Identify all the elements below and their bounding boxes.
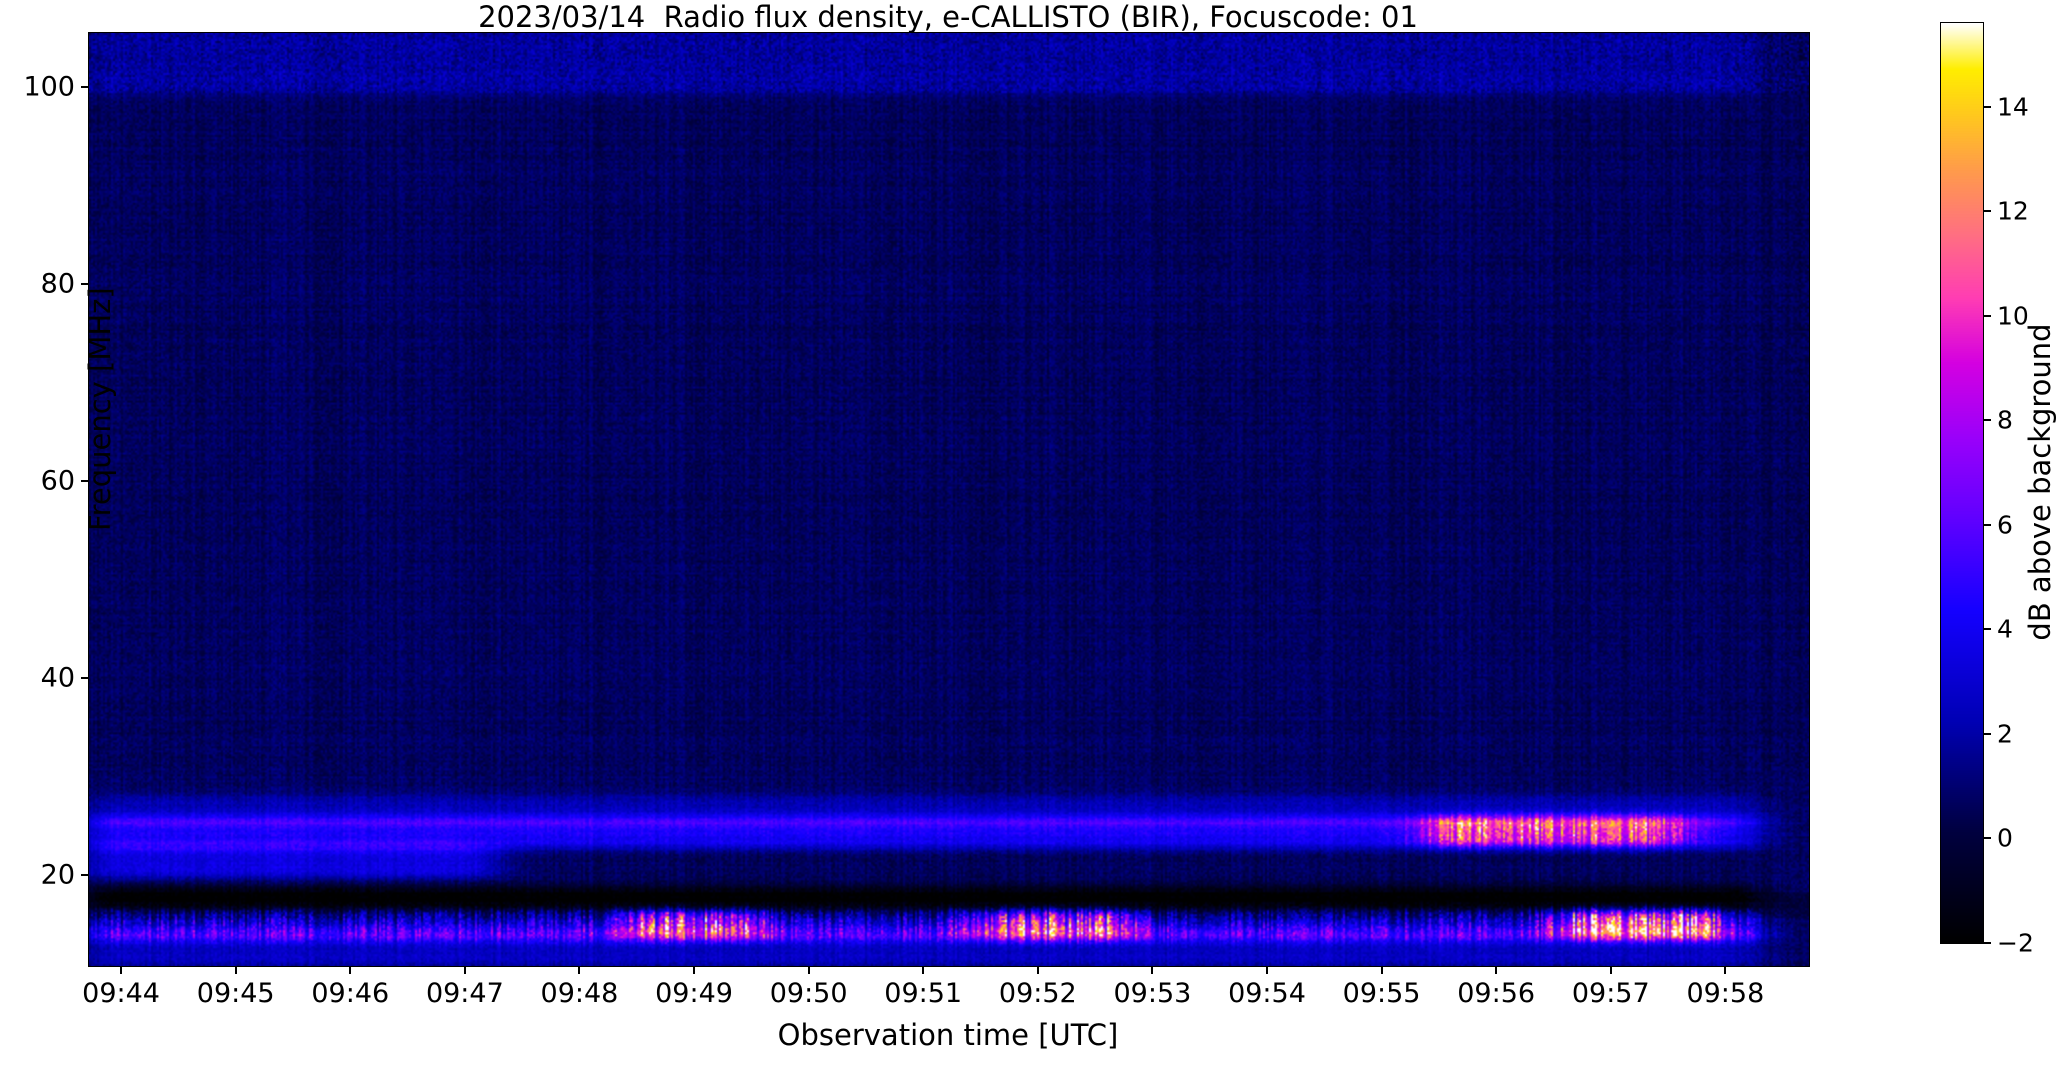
x-tick-label: 09:51 (884, 978, 963, 1009)
colorbar-tick-mark (1983, 419, 1991, 422)
x-tick-mark (120, 966, 123, 974)
x-tick-label: 09:45 (196, 978, 275, 1009)
x-tick-mark (463, 966, 466, 974)
x-tick-mark (1151, 966, 1154, 974)
x-tick-mark (1609, 966, 1612, 974)
colorbar-tick-label: 10 (1997, 301, 2029, 331)
colorbar-tick-label: 8 (1997, 405, 2013, 435)
colorbar-tick-mark (1983, 732, 1991, 735)
y-tick-mark (81, 677, 89, 680)
x-tick-label: 09:49 (655, 978, 733, 1009)
x-tick-mark (1495, 966, 1498, 974)
y-tick-label: 60 (40, 465, 75, 497)
x-tick-label: 09:56 (1457, 978, 1536, 1009)
x-axis-label: Observation time [UTC] (777, 1018, 1119, 1052)
colorbar-tick-mark (1983, 837, 1991, 840)
x-tick-label: 09:58 (1686, 978, 1765, 1009)
x-tick-mark (922, 966, 925, 974)
colorbar-tick-mark (1983, 314, 1991, 317)
x-tick-mark (1036, 966, 1039, 974)
x-tick-label: 09:52 (998, 978, 1077, 1009)
x-tick-label: 09:46 (311, 978, 390, 1009)
y-tick-mark (81, 480, 89, 483)
y-axis-label: Frequency [MHz] (83, 287, 117, 531)
x-tick-mark (234, 966, 237, 974)
page-title: 2023/03/14 Radio flux density, e-CALLIST… (478, 0, 1418, 34)
x-tick-mark (578, 966, 581, 974)
y-tick-label: 100 (23, 71, 75, 103)
colorbar-tick-mark (1983, 105, 1991, 108)
x-tick-label: 09:54 (1228, 978, 1306, 1009)
y-tick-label: 40 (40, 662, 75, 694)
x-tick-label: 09:48 (540, 978, 619, 1009)
colorbar-gradient (1941, 23, 1983, 943)
colorbar-tick-label: 4 (1997, 614, 2013, 644)
x-tick-mark (1724, 966, 1727, 974)
x-tick-mark (693, 966, 696, 974)
colorbar[interactable]: 14 12 10 8 6 4 2 0 −2 (1940, 22, 2034, 958)
colorbar-tick-label: 0 (1997, 823, 2013, 853)
y-tick-mark (81, 283, 89, 286)
x-tick-label: 09:44 (82, 978, 160, 1009)
x-tick-label: 09:57 (1571, 978, 1650, 1009)
x-tick-label: 09:50 (769, 978, 848, 1009)
y-tick-mark (81, 874, 89, 877)
colorbar-tick-label: −2 (1997, 928, 2034, 958)
x-tick-label: 09:53 (1113, 978, 1192, 1009)
colorbar-label: dB above background (2023, 323, 2057, 641)
x-tick-mark (1380, 966, 1383, 974)
colorbar-tick-mark (1983, 628, 1991, 631)
colorbar-tick-label: 14 (1997, 92, 2029, 122)
colorbar-tick-mark (1983, 523, 1991, 526)
x-tick-mark (1265, 966, 1268, 974)
colorbar-tick-mark (1983, 210, 1991, 213)
x-tick-label: 09:55 (1342, 978, 1421, 1009)
spectrogram-plot-area[interactable]: 100 80 60 40 20 09:44 09:45 09:46 09:47 09:48 09:… (23, 32, 1810, 1009)
colorbar-tick-label: 12 (1997, 196, 2029, 226)
colorbar-tick-label: 6 (1997, 510, 2013, 540)
colorbar-tick-label: 2 (1997, 719, 2013, 749)
y-tick-label: 20 (40, 859, 75, 891)
spectrogram-image (89, 33, 1809, 966)
x-tick-mark (349, 966, 352, 974)
x-tick-label: 09:47 (425, 978, 504, 1009)
y-tick-label: 80 (40, 268, 75, 300)
x-tick-mark (807, 966, 810, 974)
colorbar-tick-mark (1983, 942, 1991, 944)
y-tick-mark (81, 86, 89, 89)
